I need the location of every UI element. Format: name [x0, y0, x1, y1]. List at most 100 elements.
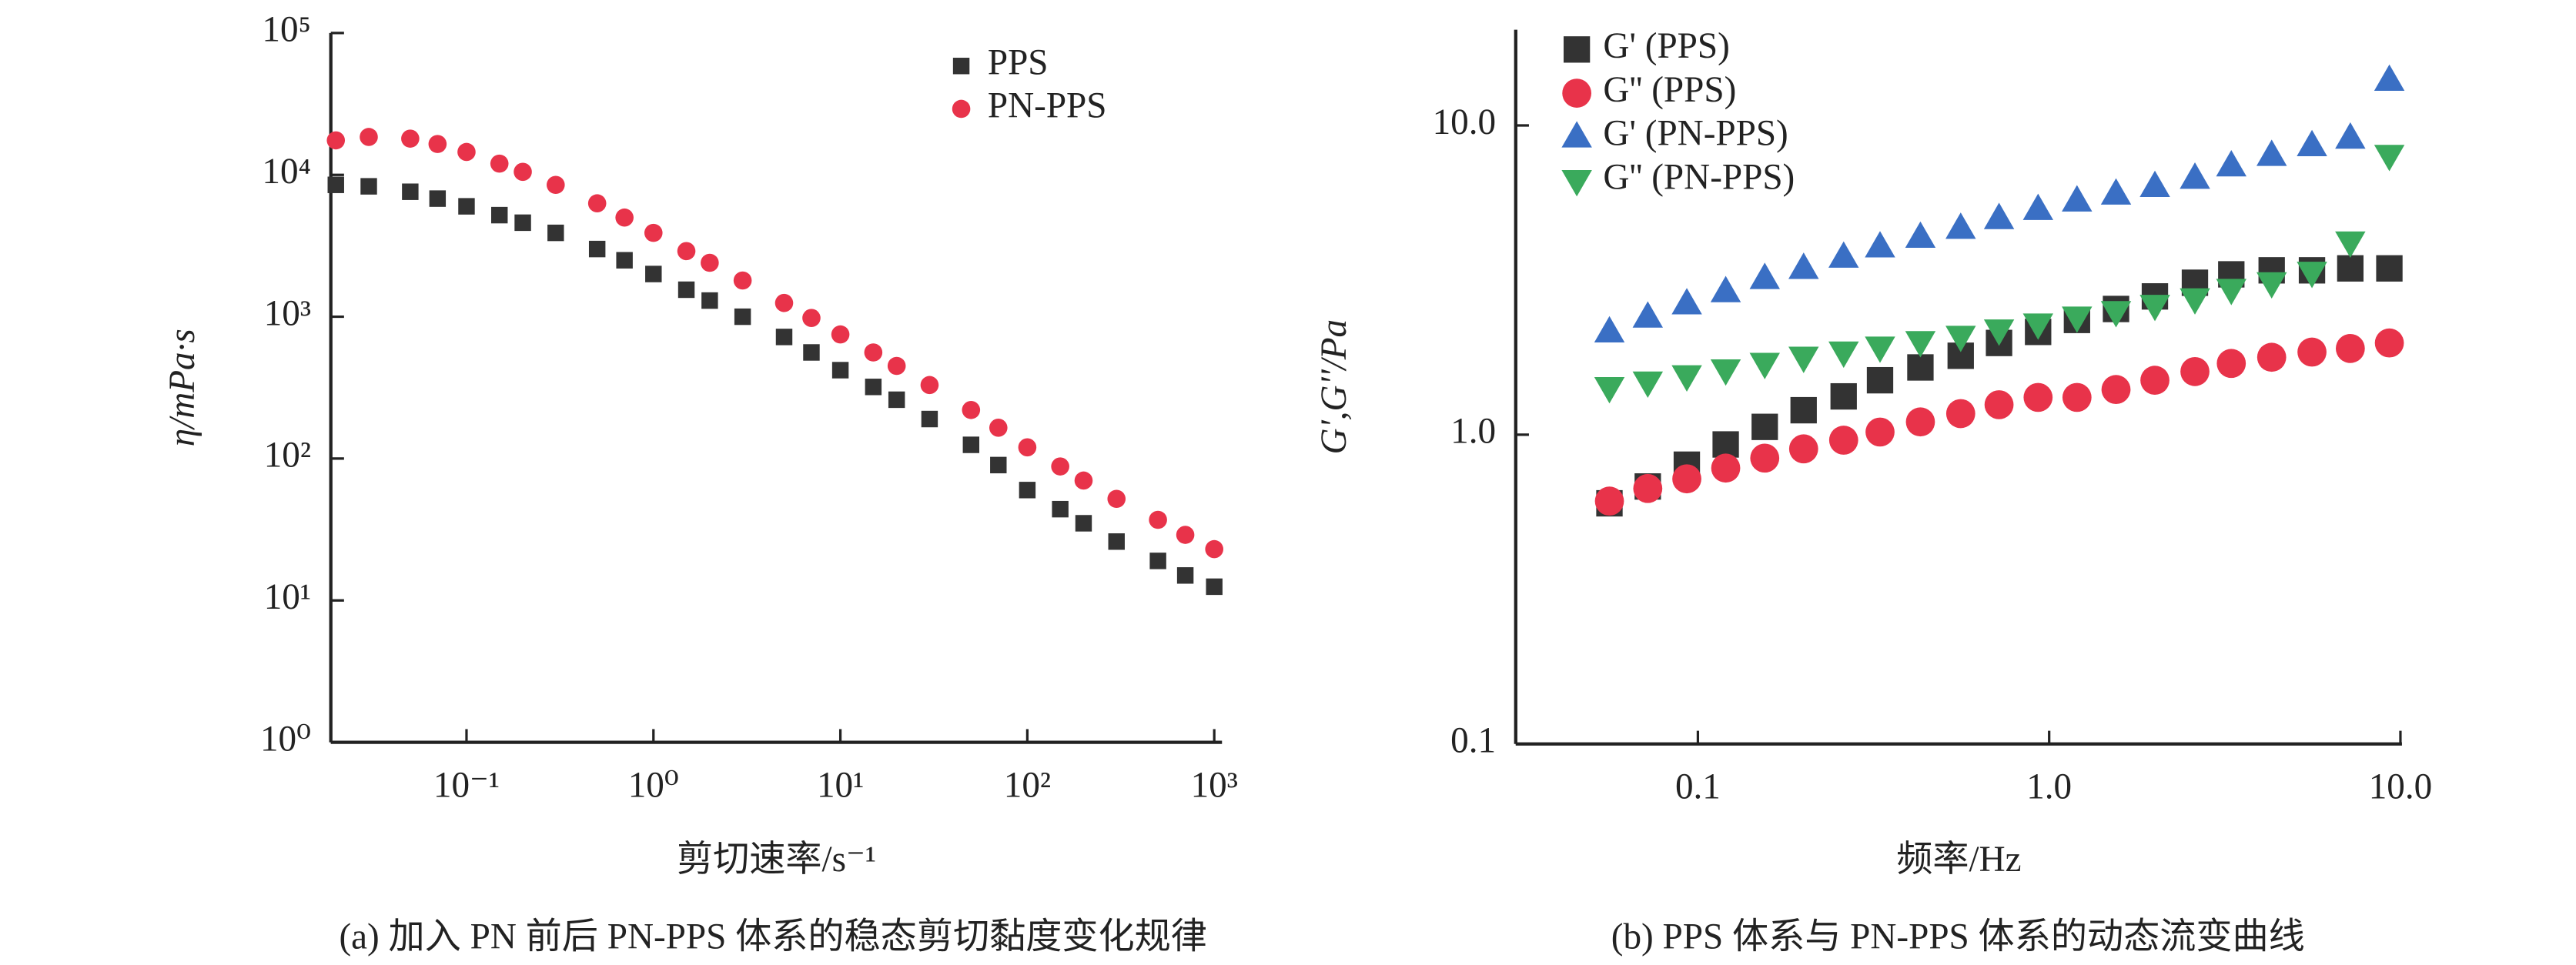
- marker: [2256, 272, 2287, 299]
- marker: [962, 401, 981, 419]
- marker: [990, 456, 1007, 474]
- x-tick-label: 0.1: [1675, 767, 1721, 807]
- marker: [1945, 399, 1975, 429]
- marker: [1983, 202, 2015, 229]
- marker: [774, 293, 794, 312]
- marker: [1108, 533, 1125, 550]
- marker: [2140, 366, 2170, 395]
- legend-marker: [952, 58, 970, 75]
- marker: [2337, 255, 2364, 282]
- marker: [2297, 262, 2327, 289]
- marker: [429, 190, 447, 207]
- marker: [1594, 316, 1625, 343]
- marker: [2216, 279, 2246, 306]
- marker: [401, 129, 420, 148]
- marker: [402, 183, 419, 200]
- marker: [734, 308, 751, 326]
- marker: [2022, 193, 2054, 220]
- marker: [1749, 352, 1780, 379]
- marker: [920, 376, 939, 395]
- marker: [2101, 375, 2131, 405]
- marker: [2139, 170, 2170, 197]
- marker: [644, 223, 663, 242]
- marker: [2335, 231, 2366, 258]
- marker: [2257, 342, 2287, 372]
- marker: [1828, 426, 1858, 455]
- y-tick-label: 10⁰: [260, 719, 311, 759]
- x-tick-label: 10¹: [817, 765, 864, 805]
- marker: [2139, 295, 2170, 322]
- legend-label: PPS: [988, 43, 1049, 83]
- marker: [514, 162, 532, 182]
- marker: [887, 356, 906, 376]
- marker: [1176, 567, 1194, 584]
- x-tick-label: 10.0: [2369, 767, 2433, 807]
- marker: [1751, 413, 1778, 440]
- marker: [803, 344, 820, 361]
- marker: [2180, 288, 2210, 315]
- marker: [2374, 145, 2405, 172]
- y-tick-label: 10⁵: [262, 10, 311, 50]
- marker: [1206, 578, 1223, 596]
- marker: [2335, 122, 2366, 149]
- x-tick-label: 10⁰: [628, 765, 679, 805]
- marker: [2062, 306, 2093, 333]
- marker: [2335, 334, 2365, 363]
- marker: [1788, 346, 1819, 373]
- marker: [1176, 526, 1195, 544]
- marker: [1945, 326, 1976, 352]
- marker: [1710, 275, 1741, 302]
- marker: [490, 154, 509, 173]
- marker: [2374, 328, 2404, 358]
- marker: [514, 214, 531, 232]
- marker: [1828, 241, 1859, 268]
- marker: [1905, 221, 1936, 249]
- marker: [588, 240, 606, 258]
- marker: [2297, 337, 2327, 367]
- marker: [2374, 64, 2405, 92]
- marker: [831, 325, 850, 344]
- y-tick-label: 10.0: [1433, 102, 1496, 142]
- marker: [457, 142, 476, 162]
- marker: [962, 436, 980, 453]
- marker: [1632, 371, 1664, 399]
- marker: [615, 208, 634, 227]
- marker: [2216, 349, 2246, 379]
- marker: [1671, 288, 1702, 315]
- marker: [1983, 319, 2015, 346]
- legend-label: G' (PN-PPS): [1603, 114, 1788, 154]
- marker: [1710, 359, 1741, 386]
- marker: [2256, 139, 2287, 166]
- marker: [2023, 382, 2053, 412]
- y-tick-label: 10⁴: [262, 152, 311, 192]
- y-tick-label: 0.1: [1450, 721, 1496, 761]
- marker: [1788, 252, 1819, 279]
- legend-label: G'' (PN-PPS): [1603, 158, 1795, 198]
- marker: [1984, 390, 2014, 419]
- marker: [1671, 365, 1702, 392]
- marker: [802, 309, 821, 327]
- marker: [677, 281, 695, 299]
- marker: [1149, 510, 1167, 529]
- marker: [587, 194, 607, 213]
- marker: [490, 206, 508, 224]
- y-axis-label: G',G''/Pa: [1314, 319, 1354, 455]
- marker: [2062, 382, 2092, 412]
- marker: [1907, 354, 1934, 381]
- marker: [547, 224, 564, 242]
- marker: [360, 128, 378, 146]
- marker: [1750, 443, 1780, 473]
- marker: [2100, 178, 2132, 205]
- marker: [1205, 539, 1223, 559]
- marker: [1074, 471, 1093, 490]
- marker: [1905, 407, 1935, 437]
- marker: [1828, 341, 1859, 369]
- marker: [2062, 185, 2093, 212]
- y-tick-label: 10³: [264, 293, 311, 333]
- marker: [2180, 356, 2210, 386]
- marker: [1633, 473, 1663, 503]
- legend-label: G' (PPS): [1603, 26, 1729, 66]
- marker: [1052, 500, 1069, 518]
- marker: [1711, 453, 1741, 483]
